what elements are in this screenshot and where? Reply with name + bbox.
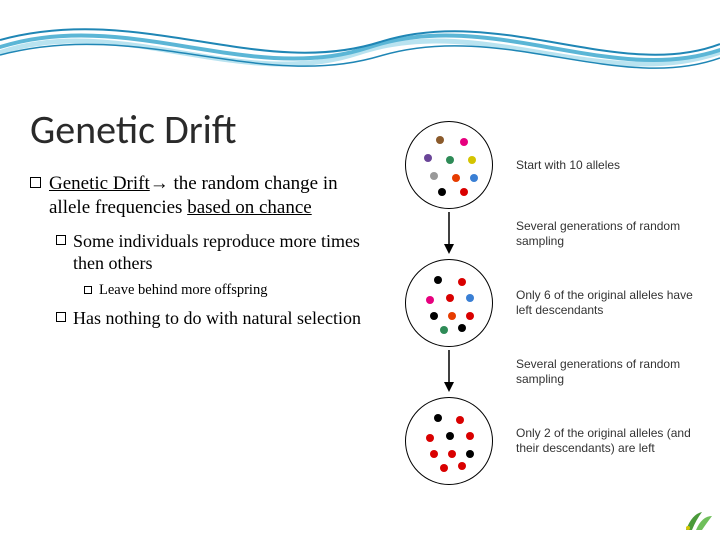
square-bullet-icon [56,235,66,245]
allele-dot [466,312,474,320]
allele-dot [434,414,442,422]
caption-stage-3: Only 2 of the original alleles (and thei… [508,426,703,456]
diagram-arrow-2: Several generations of random sampling [390,348,710,396]
allele-dot [446,156,454,164]
bullet-level3: Leave behind more offspring [84,281,380,300]
allele-dot [448,450,456,458]
allele-circle-3 [405,397,493,485]
diagram-arrow-1: Several generations of random sampling [390,210,710,258]
allele-dot [466,294,474,302]
diagram-stage-3: Only 2 of the original alleles (and thei… [390,396,710,486]
allele-circle-1 [405,121,493,209]
square-bullet-icon [30,177,41,188]
allele-dot [438,188,446,196]
down-arrow-icon [442,348,456,394]
allele-dot [434,276,442,284]
square-bullet-icon [56,312,66,322]
allele-dot [458,324,466,332]
corner-leaf-icon [682,506,714,534]
allele-dot [448,312,456,320]
diagram-stage-2: Only 6 of the original alleles have left… [390,258,710,348]
allele-dot [446,294,454,302]
allele-dot [430,172,438,180]
allele-dot [460,138,468,146]
allele-dot [430,312,438,320]
allele-dot [436,136,444,144]
allele-dot [468,156,476,164]
allele-dot [424,154,432,162]
allele-dot [470,174,478,182]
allele-dot [430,450,438,458]
allele-dot [456,416,464,424]
caption-arrow-2: Several generations of random sampling [508,357,703,387]
caption-arrow-1: Several generations of random sampling [508,219,703,249]
allele-dot [446,432,454,440]
bullet-text: Leave behind more offspring [99,281,267,300]
slide-title: Genetic Drift [30,105,380,154]
text-content: Genetic Drift Genetic Drift→ the random … [30,105,380,336]
allele-dot [426,296,434,304]
allele-dot [466,432,474,440]
allele-dot [440,326,448,334]
bullet-text: Has nothing to do with natural selection [73,307,361,330]
bullet-text: Genetic Drift→ the random change in alle… [49,172,380,220]
caption-stage-2: Only 6 of the original alleles have left… [508,288,703,318]
diagram-stage-1: Start with 10 alleles [390,120,710,210]
allele-dot [426,434,434,442]
bullet-text: Some individuals reproduce more times th… [73,230,380,275]
square-bullet-icon [84,286,92,294]
down-arrow-icon [442,210,456,256]
wave-decoration [0,0,720,85]
caption-stage-1: Start with 10 alleles [508,158,703,173]
bullet-level2: Has nothing to do with natural selection [56,307,380,330]
allele-dot [452,174,460,182]
allele-dot [440,464,448,472]
allele-dot [458,462,466,470]
allele-dot [458,278,466,286]
bullet-level1: Genetic Drift→ the random change in alle… [30,172,380,220]
bullet-level2: Some individuals reproduce more times th… [56,230,380,275]
allele-circle-2 [405,259,493,347]
allele-diagram: Start with 10 alleles Several generation… [390,120,710,486]
allele-dot [460,188,468,196]
allele-dot [466,450,474,458]
